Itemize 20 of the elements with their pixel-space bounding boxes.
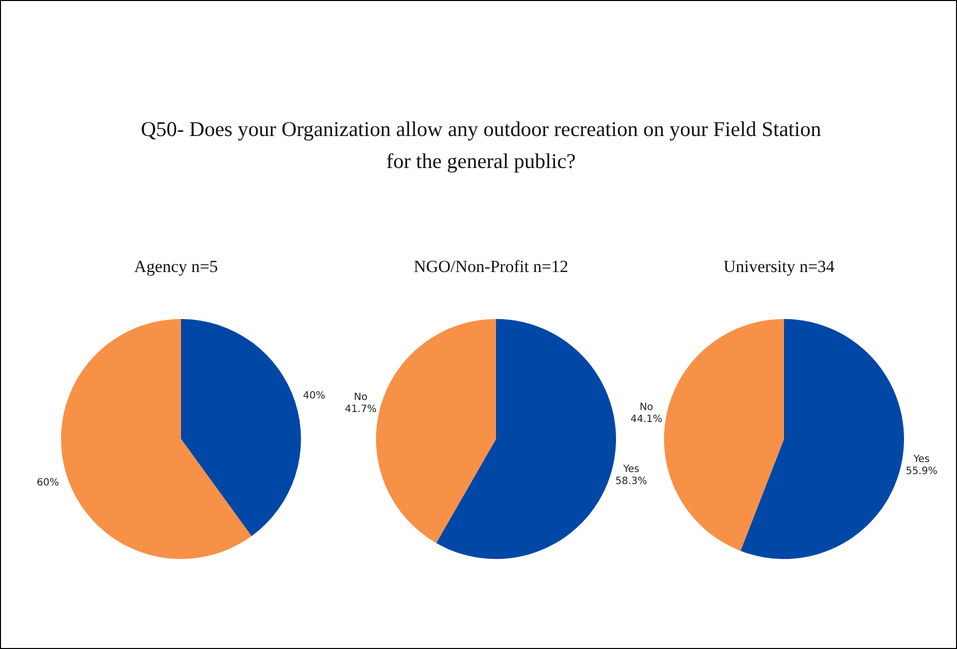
data-label: 55.9% — [906, 465, 938, 476]
text: Q50- Does your Organization allow any outdoor recreation on your Field Station for the general public? — [140, 116, 822, 175]
data-label: 58.3% — [615, 476, 648, 487]
slice-label: Yes — [912, 453, 930, 464]
pie-slice — [436, 319, 616, 559]
chart-title: NGO/Non-Profit n=12 — [412, 257, 570, 277]
pie-slice — [61, 319, 252, 559]
data-label: 44.1% — [630, 414, 662, 425]
pie-slice — [740, 319, 904, 559]
slice-label: No — [354, 391, 368, 402]
pie-slice — [376, 319, 496, 544]
chart-title: University n=34 — [722, 257, 836, 277]
chart-title: Agency n=5 — [133, 257, 219, 277]
data-label: 41.7% — [344, 403, 377, 414]
slice-label: No — [640, 402, 654, 413]
pie-slice — [664, 319, 784, 551]
data-label: 60% — [36, 476, 59, 488]
data-label: 40% — [303, 390, 326, 402]
slice-label: Yes — [622, 464, 640, 475]
pie-slice — [181, 319, 301, 536]
